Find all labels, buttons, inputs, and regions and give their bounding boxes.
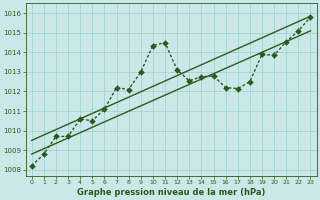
X-axis label: Graphe pression niveau de la mer (hPa): Graphe pression niveau de la mer (hPa) [77,188,265,197]
